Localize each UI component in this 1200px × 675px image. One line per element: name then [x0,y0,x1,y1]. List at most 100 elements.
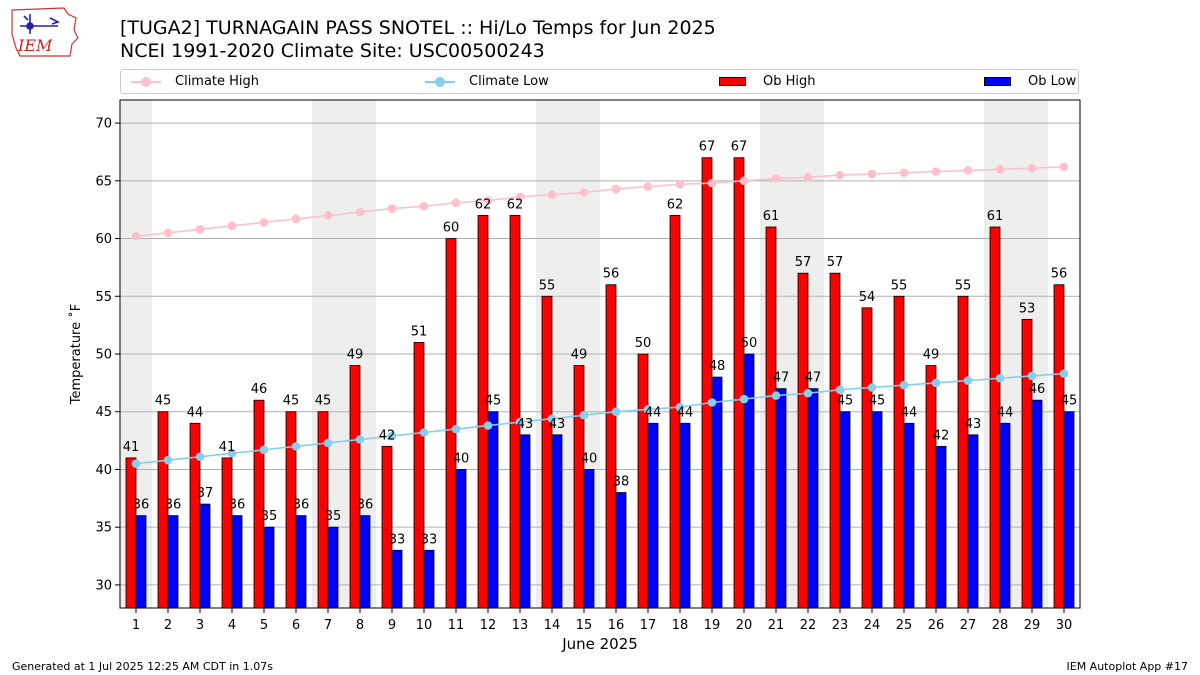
climate-high-point-day-17 [643,182,653,191]
y-tick-label-45: 45 [95,405,112,420]
ob-low-label-day-12: 45 [485,394,502,409]
ob-high-bar-day-5 [253,399,265,609]
climate-high-point-day-12 [483,196,493,205]
climate-low-point-day-29 [1027,371,1037,381]
climate-high-point-day-6 [291,214,301,224]
ob-low-bar-day-5 [263,526,275,609]
climate-low-point-day-7 [323,438,333,448]
x-tick-label-26: 26 [928,618,945,633]
x-tick-label-27: 27 [960,618,977,633]
ob-high-bar-day-22 [797,272,809,609]
x-axis-label: June 2025 [561,635,638,653]
ob-low-label-day-27: 43 [965,417,982,432]
ob-low-bar-day-18 [679,422,691,609]
ob-high-label-day-28: 61 [987,209,1004,224]
ob-low-bar-day-20 [743,353,755,609]
ob-low-bar-day-15 [583,469,595,609]
ob-low-bar-day-27 [967,434,979,609]
ob-low-bar-day-13 [519,434,531,609]
y-tick-label-60: 60 [95,232,112,247]
ob-high-bar-day-17 [637,353,649,609]
x-tick-label-4: 4 [228,618,236,633]
ob-low-label-day-4: 36 [229,498,246,513]
climate-high-point-day-11 [451,198,461,208]
climate-high-point-day-5 [259,218,269,227]
ob-low-label-day-19: 48 [709,359,726,374]
ob-high-bar-day-4 [221,457,233,609]
x-tick-label-8: 8 [356,618,364,633]
climate-high-point-day-8 [355,207,365,217]
x-tick-label-9: 9 [388,618,396,633]
x-tick-label-20: 20 [736,618,753,633]
ob-high-label-day-25: 55 [891,278,908,293]
climate-high-point-day-1 [131,231,141,241]
ob-high-label-day-8: 49 [347,348,364,363]
ob-low-label-day-15: 40 [581,451,598,466]
climate-low-point-day-15 [579,410,589,420]
climate-high-point-day-2 [163,228,173,238]
y-tick-label-35: 35 [95,521,112,536]
climate-low-point-day-4 [227,448,237,458]
x-tick-label-22: 22 [800,618,817,633]
climate-low-point-day-10 [419,428,429,437]
x-tick-label-12: 12 [480,618,497,633]
climate-low-point-day-30 [1059,369,1069,378]
climate-high-point-day-13 [515,192,525,202]
climate-high-point-day-29 [1027,163,1037,173]
climate-low-point-day-8 [355,435,365,444]
ob-high-bar-day-11 [445,238,457,609]
x-tick-label-23: 23 [832,618,849,633]
ob-low-bar-day-25 [903,422,915,609]
ob-low-label-day-16: 38 [613,475,630,490]
climate-high-point-day-30 [1059,162,1069,172]
climate-high-point-day-10 [419,201,429,211]
ob-high-label-day-11: 60 [443,221,460,236]
ob-high-bar-day-3 [189,422,201,609]
ob-high-label-day-15: 49 [571,348,588,363]
ob-low-bar-day-1 [135,515,147,609]
x-tick-label-30: 30 [1056,618,1073,633]
ob-high-bar-day-12 [477,215,489,609]
logo-text: IEM [17,36,53,55]
ob-high-label-day-19: 67 [699,140,716,155]
climate-high-point-day-21 [771,174,781,183]
x-tick-label-10: 10 [416,618,433,633]
iem-logo: IEM [11,7,79,57]
ob-low-bar-day-3 [199,503,211,609]
ob-high-label-day-13: 62 [507,197,524,212]
legend-climate-high-marker [141,77,151,87]
climate-high-point-day-28 [995,164,1005,174]
bar-value-labels: 41 36 45 36 44 37 41 36 46 35 45 36 45 35 49 36 42 33 51 33… [123,140,1078,548]
ob-high-bar-day-30 [1053,284,1065,609]
ob-high-bar-day-8 [349,365,361,609]
ob-low-label-day-21: 47 [773,371,790,386]
ob-low-label-day-7: 35 [325,509,342,524]
ob-high-bar-day-20 [733,157,745,609]
x-tick-label-17: 17 [640,618,657,633]
x-tick-label-6: 6 [292,618,300,633]
ob-high-label-day-4: 41 [219,440,236,455]
ob-low-label-day-28: 44 [997,405,1014,420]
ob-low-bar-day-11 [455,469,467,609]
ob-low-bar-day-16 [615,492,627,609]
ob-low-label-day-26: 42 [933,428,950,443]
ob-low-label-day-30: 45 [1061,394,1078,409]
ob-high-label-day-24: 54 [859,290,876,305]
ob-high-bar-day-21 [765,226,777,609]
ob-high-label-day-7: 45 [315,394,332,409]
ob-low-label-day-6: 36 [293,498,310,513]
ob-low-bar-day-29 [1031,399,1043,609]
climate-high-point-day-24 [867,169,877,179]
ob-high-label-day-17: 50 [635,336,652,351]
ob-high-bar-day-13 [509,215,521,609]
climate-high-point-day-26 [931,167,941,176]
climate-high-point-day-18 [675,179,685,189]
y-tick-label-70: 70 [95,117,112,132]
x-tick-label-15: 15 [576,618,593,633]
x-tick-label-21: 21 [768,618,785,633]
ob-low-bar-day-6 [295,515,307,609]
ob-low-bar-day-12 [487,411,499,609]
ob-high-label-day-29: 53 [1019,301,1036,316]
x-tick-label-7: 7 [324,618,332,633]
ob-high-label-day-1: 41 [123,440,140,455]
